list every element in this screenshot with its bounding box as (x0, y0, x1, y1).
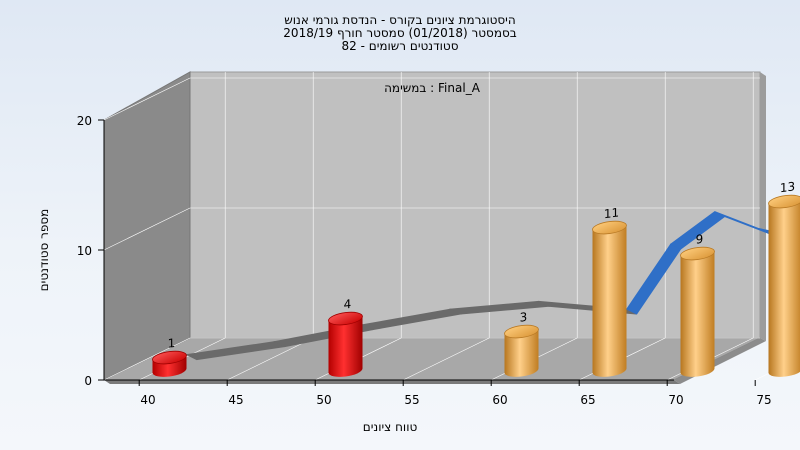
bar-value-label: 1 (168, 336, 176, 351)
bar-value-label: 11 (604, 205, 619, 221)
bar-top (504, 324, 539, 339)
y-tick-label: 20 (77, 114, 92, 128)
axes: 01020404550556065707580859095 (77, 114, 772, 407)
x-tick-label: 55 (404, 393, 419, 407)
bar-value-label: 9 (696, 232, 704, 247)
bar-body (768, 199, 800, 377)
bar-top (328, 311, 363, 326)
bar-top (768, 194, 800, 209)
x-tick-label: 45 (228, 393, 243, 407)
bar-50 (328, 311, 363, 377)
bar-60 (504, 324, 539, 377)
bar-body (328, 316, 363, 377)
chart-annotation: במשימה : Final_A (384, 81, 481, 95)
y-tick-label: 10 (77, 244, 92, 258)
plot-floor-edge (104, 380, 680, 384)
plot-back-wall (189, 71, 761, 339)
x-tick-label: 70 (668, 393, 683, 407)
plot-right-edge (760, 72, 766, 341)
x-tick-label: 60 (492, 393, 507, 407)
grid-line-floor (227, 337, 314, 381)
bar-70 (680, 246, 715, 377)
bar-top (592, 220, 627, 235)
x-axis-title: טווח ציונים (363, 420, 418, 434)
bar-body (504, 329, 539, 377)
chart-title-line-2: בסמסטר (01/2018) סמסטר חורף 2018/19 (283, 26, 516, 40)
chart-title-line-3: סטודנטים רשומים - 82 (341, 39, 458, 53)
bar-top (152, 350, 187, 365)
plot-side-wall (103, 71, 191, 381)
y-tick-label: 0 (84, 374, 92, 388)
grid-line-side (103, 207, 191, 251)
chart-title-line-1: היסטוגרמת ציונים בקורס - הנדסת גורמי אנו… (284, 13, 515, 27)
bar-value-label: 13 (780, 179, 795, 195)
grid-line-floor (403, 337, 490, 381)
bar-value-label: 3 (520, 310, 528, 325)
bars-group: 1431191315887 (152, 179, 800, 377)
x-tick-label: 40 (140, 393, 155, 407)
grid-line-side (103, 337, 191, 381)
grid-line-side (103, 77, 191, 121)
bar-body (592, 225, 627, 377)
bar-75 (768, 194, 800, 377)
bar-top (680, 246, 715, 261)
y-axis-title: מספר סטודנטים (37, 209, 51, 292)
bar-40 (152, 350, 187, 377)
bar-65 (592, 220, 627, 377)
x-tick-label: 75 (756, 393, 771, 407)
bar-body (680, 251, 715, 377)
bar-value-label: 4 (344, 297, 352, 312)
x-tick-label: 65 (580, 393, 595, 407)
x-tick-label: 50 (316, 393, 331, 407)
